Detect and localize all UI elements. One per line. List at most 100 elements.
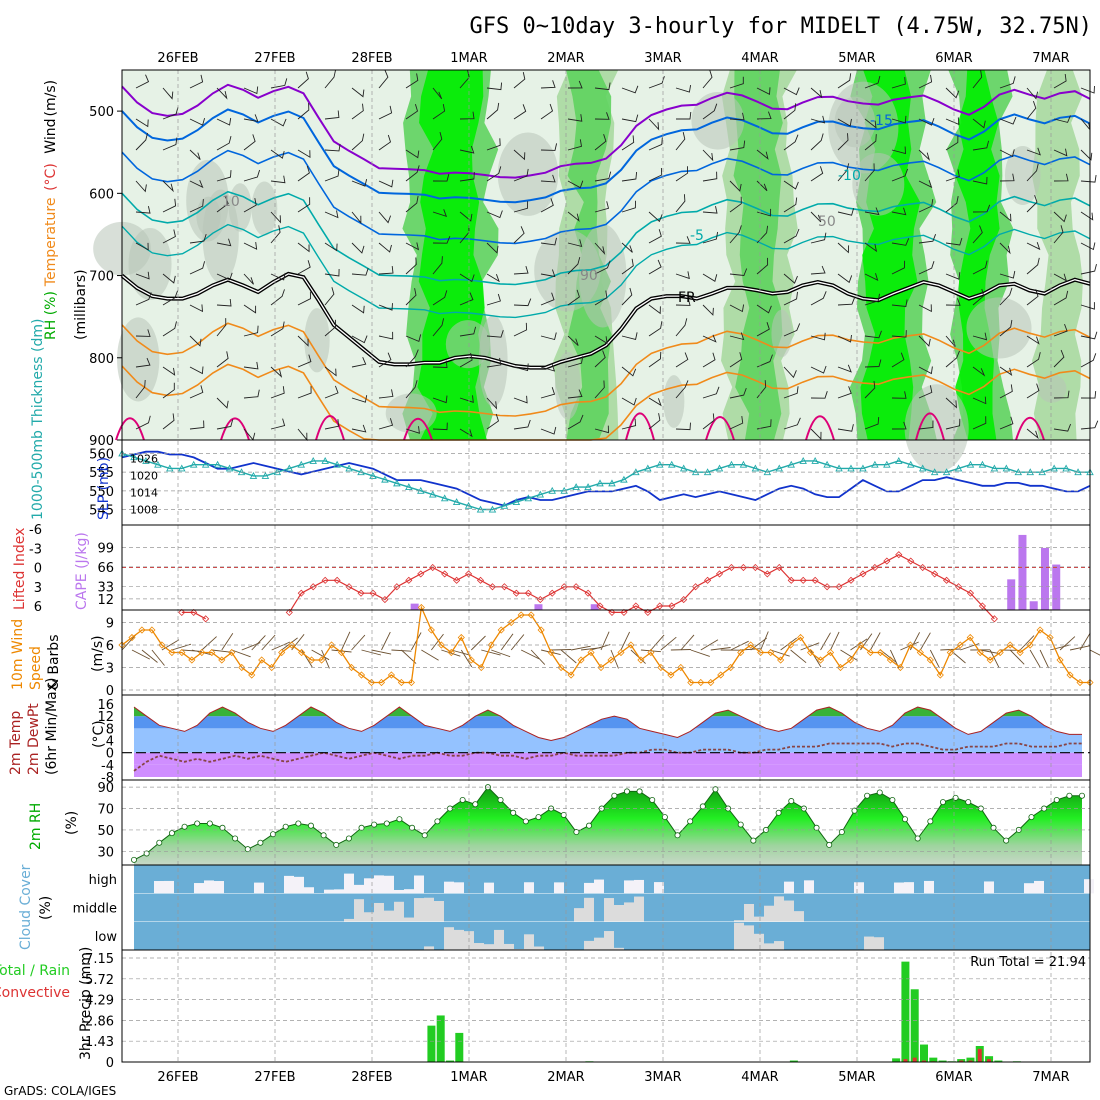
wind-barb [729, 225, 742, 244]
surface-wind-barb [590, 644, 611, 651]
wind-barb [918, 385, 933, 399]
cloud-segment [394, 889, 404, 894]
wind-barb [540, 292, 555, 306]
wind-barb [945, 350, 960, 368]
cloud-yunit: (%) [38, 896, 54, 920]
wind-barb [486, 102, 500, 120]
surface-wind-barb [470, 635, 486, 651]
wind-barb [486, 210, 503, 219]
wind-barb [405, 380, 418, 399]
wind-barb [702, 171, 718, 182]
wind-barb [324, 210, 339, 219]
thickness-marker [1062, 464, 1070, 472]
wind-barb [324, 268, 340, 277]
wind-barb [864, 273, 879, 282]
wind-barb [918, 335, 931, 347]
wind-barb [648, 259, 662, 275]
rh2m-marker [383, 820, 390, 827]
wind-barb [378, 389, 394, 399]
wind-barb [837, 386, 852, 399]
wind-barb [810, 291, 827, 306]
cloud-segment [584, 940, 594, 950]
rh2m-marker [876, 789, 883, 796]
wind-barb [729, 387, 747, 399]
wind-barb [135, 271, 150, 280]
precip-total-bar [892, 1058, 901, 1062]
rh2m-marker [737, 821, 744, 828]
date-label-bottom: 5MAR [838, 1070, 875, 1085]
thickness-marker [166, 464, 174, 472]
wind-barb [945, 272, 961, 280]
wind-barb [756, 257, 769, 275]
wind-barb [324, 419, 340, 430]
contour-label-2: -5 [690, 228, 704, 244]
temp-tick-label: -4 [101, 759, 114, 774]
lifted-index-marker [393, 583, 401, 591]
wind-barb [864, 75, 881, 89]
wind-speed-marker [1046, 633, 1054, 642]
wind-speed-marker [1036, 626, 1044, 634]
wind-speed-marker [777, 656, 785, 664]
surface-wind-barb [201, 636, 217, 651]
y-tick-label-upper: 800 [89, 352, 114, 367]
wind-barb [270, 418, 286, 430]
rh2m-area [134, 787, 1082, 865]
wind-barb [729, 268, 748, 276]
surface-wind-barb [1069, 645, 1090, 651]
wind-barb [918, 261, 935, 275]
y-tick-label-upper: 600 [89, 187, 114, 202]
cape-bar [1007, 579, 1016, 610]
wind-barb [594, 290, 608, 306]
wind-barb [189, 261, 206, 275]
wind-barb [540, 387, 556, 399]
wind-barb [216, 272, 233, 281]
wind-barb [351, 395, 368, 403]
wind-ylabel-part-2: & Barbs [46, 635, 62, 691]
wind-barb [216, 298, 232, 307]
cloud-segment [504, 943, 514, 950]
wind-barb [783, 323, 801, 337]
surface-wind-barb [460, 649, 473, 668]
thickness-marker [440, 494, 449, 502]
wind-barb [1080, 353, 1097, 368]
wind-barb [621, 258, 634, 275]
thickness-marker [428, 490, 437, 498]
surface-wind-barb [301, 649, 313, 668]
wind-barb [810, 166, 824, 182]
wind-barb [1080, 263, 1097, 275]
precip-total-bar [901, 961, 910, 1062]
wind-barb [999, 211, 1012, 222]
wind-barb [378, 70, 389, 89]
date-label-bottom: 1MAR [450, 1070, 487, 1085]
wind-speed-marker [996, 648, 1004, 657]
rh2m-marker [775, 809, 782, 816]
cloud-segment [744, 925, 754, 950]
wind-tick-label: 6 [106, 639, 114, 654]
wind-barb [837, 297, 856, 306]
precip-tick-label: 0 [106, 1056, 114, 1071]
surface-wind-barb [211, 649, 232, 653]
wind-barb [837, 208, 855, 216]
cloud-segment [454, 929, 464, 950]
wind-barb [486, 357, 502, 368]
wind-barb [405, 334, 422, 343]
wind-barb [945, 298, 961, 306]
cloud-segment [384, 910, 394, 922]
cape-bar [1040, 547, 1049, 610]
wind-barb [1053, 73, 1067, 89]
lifted-index-marker [847, 576, 855, 584]
cloud-segment [804, 880, 814, 894]
cloud-segment [534, 946, 544, 950]
rh-dry-patch-5 [385, 393, 437, 433]
wind-barb [189, 335, 202, 347]
surface-wind-barb [271, 641, 291, 651]
wind-barb [216, 170, 232, 182]
surface-wind-barb [860, 633, 873, 651]
isotherm-warm-7 [915, 412, 945, 441]
wind-barb [405, 288, 417, 306]
rh2m-marker [143, 850, 150, 857]
wind-barb [810, 133, 824, 151]
wind-speed-marker [966, 633, 974, 642]
wind-barb [243, 169, 261, 182]
thickness-marker [225, 464, 234, 472]
